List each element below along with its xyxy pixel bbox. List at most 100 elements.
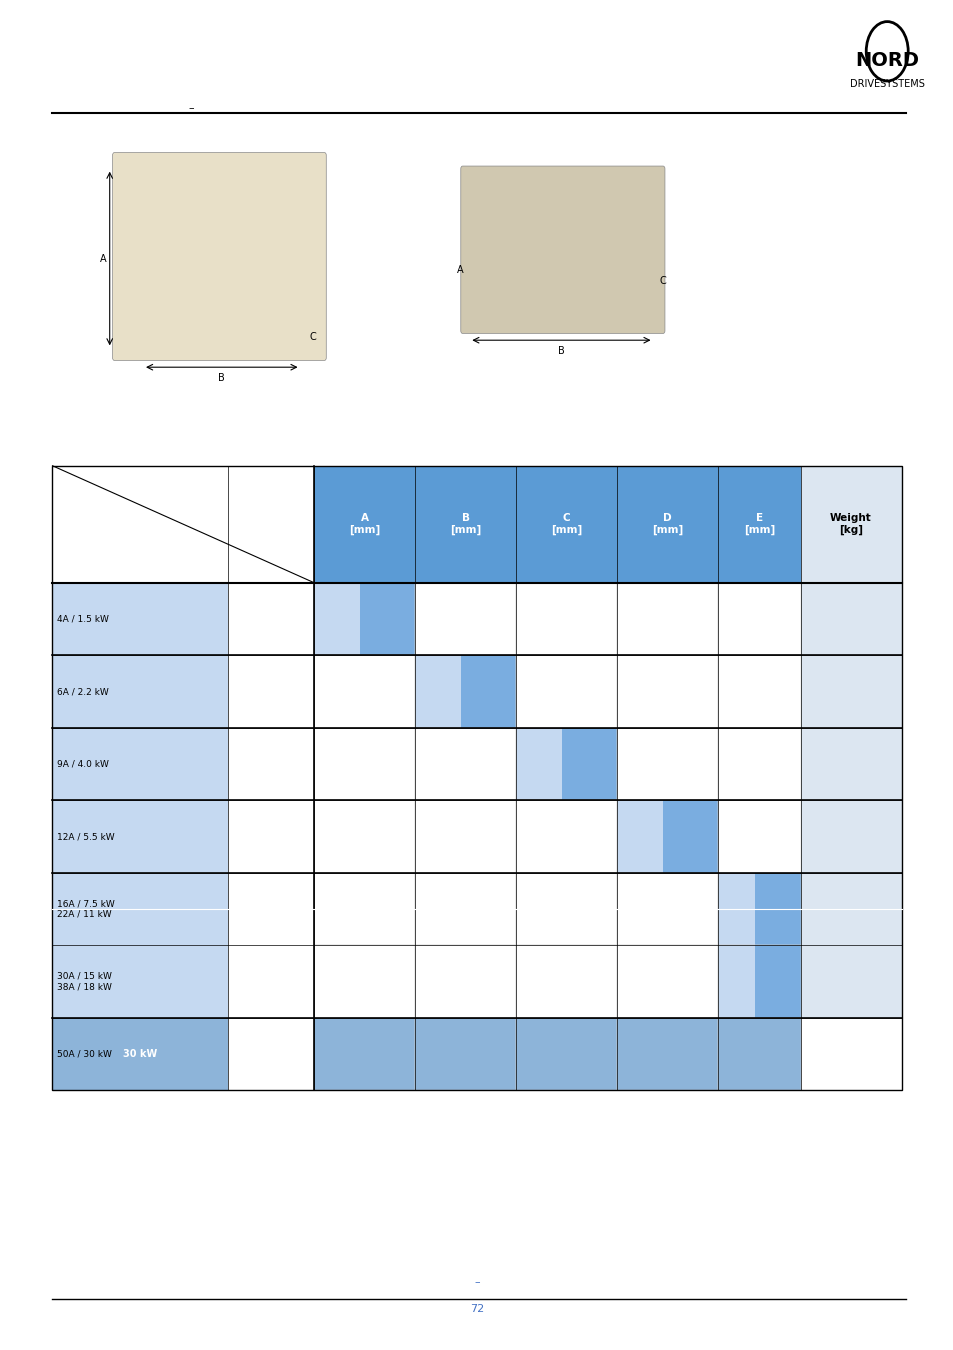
- Bar: [718, 583, 800, 655]
- Bar: [516, 801, 617, 873]
- Bar: [314, 466, 415, 583]
- Bar: [52, 655, 228, 728]
- Text: B
[mm]: B [mm]: [450, 513, 481, 535]
- Bar: [800, 801, 901, 873]
- Bar: [662, 801, 718, 873]
- Bar: [516, 873, 617, 945]
- Bar: [617, 655, 718, 728]
- Text: B: B: [217, 373, 225, 383]
- Bar: [415, 801, 516, 873]
- Bar: [228, 583, 314, 655]
- Bar: [314, 945, 415, 1018]
- Text: 12A / 5.5 kW: 12A / 5.5 kW: [57, 832, 114, 841]
- Bar: [415, 655, 516, 728]
- Bar: [228, 466, 314, 583]
- Bar: [718, 945, 755, 1018]
- Bar: [617, 801, 662, 873]
- Text: 30A / 15 kW
38A / 18 kW: 30A / 15 kW 38A / 18 kW: [57, 972, 112, 991]
- Bar: [415, 1018, 516, 1091]
- Bar: [617, 466, 718, 583]
- Bar: [415, 945, 516, 1018]
- Bar: [617, 945, 718, 1018]
- Bar: [617, 728, 718, 801]
- Bar: [228, 1018, 314, 1091]
- Bar: [415, 655, 460, 728]
- Bar: [718, 873, 800, 945]
- Bar: [415, 728, 516, 801]
- Bar: [718, 801, 800, 873]
- Bar: [516, 466, 617, 583]
- Bar: [516, 801, 617, 873]
- Bar: [516, 655, 617, 728]
- Bar: [718, 655, 800, 728]
- Text: 9A / 4.0 kW: 9A / 4.0 kW: [57, 760, 109, 768]
- Bar: [800, 873, 901, 945]
- Bar: [617, 583, 718, 655]
- Bar: [718, 945, 800, 1018]
- Bar: [52, 583, 228, 655]
- Text: C
[mm]: C [mm]: [551, 513, 581, 535]
- Bar: [52, 1018, 228, 1091]
- Bar: [617, 1018, 718, 1091]
- Bar: [516, 873, 617, 945]
- Bar: [718, 1018, 800, 1091]
- Bar: [415, 728, 516, 801]
- Bar: [415, 655, 516, 728]
- Bar: [52, 728, 228, 801]
- Bar: [617, 945, 718, 1018]
- Bar: [617, 1018, 718, 1091]
- Bar: [314, 583, 415, 655]
- Bar: [800, 655, 901, 728]
- Text: 16A / 7.5 kW
22A / 11 kW: 16A / 7.5 kW 22A / 11 kW: [57, 899, 115, 919]
- Text: C: C: [309, 332, 316, 343]
- Bar: [52, 466, 901, 1091]
- Bar: [228, 1018, 314, 1091]
- Bar: [617, 801, 718, 873]
- Bar: [800, 945, 901, 1018]
- Text: E
[mm]: E [mm]: [743, 513, 774, 535]
- Bar: [516, 583, 617, 655]
- Bar: [516, 945, 617, 1018]
- Bar: [314, 873, 415, 945]
- Bar: [415, 1018, 516, 1091]
- Bar: [800, 466, 901, 583]
- Bar: [314, 655, 415, 728]
- Text: DRIVESYSTEMS: DRIVESYSTEMS: [849, 78, 923, 89]
- Bar: [314, 1018, 415, 1091]
- Bar: [516, 583, 617, 655]
- Bar: [228, 873, 314, 945]
- Bar: [52, 801, 228, 873]
- FancyBboxPatch shape: [112, 153, 326, 360]
- Bar: [314, 801, 415, 873]
- Bar: [228, 801, 314, 873]
- Bar: [718, 728, 800, 801]
- Bar: [516, 1018, 617, 1091]
- Bar: [415, 583, 516, 655]
- Bar: [52, 873, 228, 945]
- Bar: [617, 655, 718, 728]
- Bar: [314, 945, 415, 1018]
- Bar: [718, 873, 800, 945]
- Bar: [314, 873, 415, 945]
- Bar: [516, 655, 617, 728]
- Bar: [415, 873, 516, 945]
- Bar: [617, 873, 718, 945]
- Bar: [415, 945, 516, 1018]
- Bar: [718, 728, 800, 801]
- Text: –: –: [188, 103, 193, 113]
- Text: A: A: [100, 254, 106, 265]
- Bar: [800, 1018, 901, 1091]
- Bar: [415, 801, 516, 873]
- Text: –: –: [474, 1277, 479, 1288]
- Text: B: B: [557, 346, 564, 356]
- Bar: [314, 583, 359, 655]
- Bar: [460, 655, 516, 728]
- Text: A: A: [456, 265, 462, 275]
- Bar: [718, 466, 800, 583]
- Text: 50A / 30 kW: 50A / 30 kW: [57, 1049, 112, 1058]
- Bar: [617, 583, 718, 655]
- Bar: [314, 655, 415, 728]
- Bar: [516, 728, 617, 801]
- Bar: [314, 1018, 415, 1091]
- Bar: [516, 1018, 617, 1091]
